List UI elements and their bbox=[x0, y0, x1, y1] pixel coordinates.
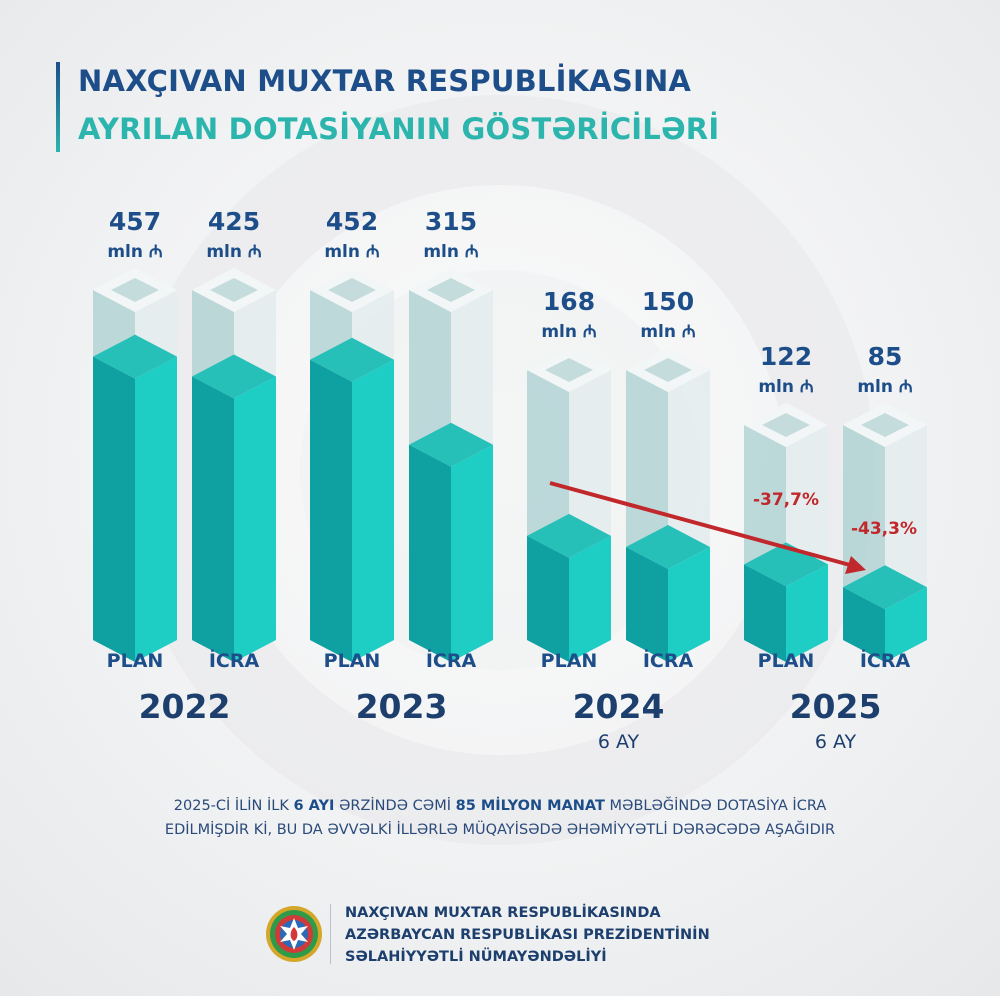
bar-2024-plan bbox=[527, 348, 611, 662]
bar-2025-i̇cra bbox=[843, 403, 927, 662]
series-label: İCRA bbox=[643, 648, 694, 672]
unit-label: mln ₼ bbox=[640, 322, 695, 342]
change-annotation: -37,7% bbox=[753, 490, 819, 510]
trend-arrow-head-icon bbox=[845, 556, 866, 574]
bar-fill-left bbox=[744, 564, 786, 662]
bar-ghost-opening bbox=[861, 413, 909, 437]
footer-line-1: NAXÇIVAN MUXTAR RESPUBLİKASINDA bbox=[345, 905, 661, 921]
bar-fill-top bbox=[310, 337, 394, 382]
bar-fill-right bbox=[352, 359, 394, 662]
bar-fill-right bbox=[234, 376, 276, 662]
bar-ghost-opening bbox=[427, 278, 475, 302]
bar-2025-plan bbox=[744, 403, 828, 662]
unit-label: mln ₼ bbox=[758, 377, 813, 397]
summary-text: 2025-Cİ İLİN İLK bbox=[173, 798, 294, 814]
value-label: 315 bbox=[425, 207, 477, 236]
series-label: PLAN bbox=[324, 650, 381, 672]
bar-fill-right bbox=[885, 587, 927, 662]
bar-2022-i̇cra bbox=[192, 268, 276, 662]
series-label: İCRA bbox=[860, 648, 911, 672]
year-label: 2022 bbox=[139, 687, 231, 726]
bar-fill-left bbox=[409, 444, 451, 662]
bar-2023-plan bbox=[310, 268, 394, 662]
footer-org-name: NAXÇIVAN MUXTAR RESPUBLİKASINDA AZƏRBAYC… bbox=[345, 902, 710, 968]
bar-fill-left bbox=[843, 587, 885, 662]
bar-fill-right bbox=[451, 444, 493, 662]
year-label: 2024 bbox=[573, 687, 665, 726]
bar-2024-i̇cra bbox=[626, 348, 710, 662]
year-label: 2023 bbox=[356, 687, 448, 726]
value-label: 150 bbox=[642, 287, 694, 316]
bar-fill-left bbox=[93, 356, 135, 662]
title-line-1: NAXÇIVAN MUXTAR RESPUBLİKASINA bbox=[78, 64, 692, 98]
bar-fill-left bbox=[527, 535, 569, 662]
bar-fill-left bbox=[192, 376, 234, 662]
bar-fill-top bbox=[843, 565, 927, 610]
summary-text: MƏBLƏĞİNDƏ DOTASİYA İCRA bbox=[604, 798, 827, 814]
value-label: 425 bbox=[208, 207, 260, 236]
bar-2023-i̇cra bbox=[409, 268, 493, 662]
summary-bold-amount: 85 MİLYON MANAT bbox=[455, 798, 605, 814]
bar-fill-top bbox=[409, 422, 493, 467]
bar-fill-top bbox=[527, 513, 611, 558]
summary-text-line2: EDİLMİŞDİR Kİ, BU DA ƏVVƏLKİ İLLƏRLƏ MÜQ… bbox=[164, 822, 836, 838]
bar-2022-plan bbox=[93, 268, 177, 662]
unit-label: mln ₼ bbox=[423, 242, 478, 262]
bar-fill-right bbox=[569, 535, 611, 662]
value-label: 122 bbox=[760, 342, 812, 371]
bar-fill-right bbox=[668, 547, 710, 662]
value-label: 168 bbox=[543, 287, 595, 316]
unit-label: mln ₼ bbox=[324, 242, 379, 262]
bar-fill-top bbox=[93, 334, 177, 379]
bar-fill-top bbox=[626, 525, 710, 569]
series-label: PLAN bbox=[541, 650, 598, 672]
value-label: 85 bbox=[868, 342, 903, 371]
bar-ghost-opening bbox=[545, 358, 593, 382]
footer-line-2: AZƏRBAYCAN RESPUBLİKASI PREZİDENTİNİN bbox=[345, 927, 710, 943]
trend-arrow-line bbox=[549, 481, 851, 567]
bar-fill-left bbox=[310, 359, 352, 662]
summary-bold-period: 6 AYI bbox=[293, 798, 335, 814]
series-label: İCRA bbox=[426, 648, 477, 672]
period-label: 6 AY bbox=[598, 731, 640, 753]
bar-fill-top bbox=[192, 354, 276, 399]
title-line-2: AYRILAN DOTASİYANIN GÖSTƏRİCİLƏRİ bbox=[78, 112, 720, 146]
summary-text: ƏRZİNDƏ CƏMİ bbox=[334, 798, 456, 814]
bar-fill-right bbox=[786, 564, 828, 662]
bar-ghost-opening bbox=[210, 278, 258, 302]
value-label: 452 bbox=[326, 207, 378, 236]
series-label: PLAN bbox=[758, 650, 815, 672]
series-label: PLAN bbox=[107, 650, 164, 672]
value-label: 457 bbox=[109, 207, 161, 236]
bar-ghost-opening bbox=[111, 278, 159, 302]
bar-fill-left bbox=[626, 547, 668, 662]
unit-label: mln ₼ bbox=[541, 322, 596, 342]
unit-label: mln ₼ bbox=[857, 377, 912, 397]
footer-divider bbox=[330, 904, 331, 964]
unit-label: mln ₼ bbox=[206, 242, 261, 262]
unit-label: mln ₼ bbox=[107, 242, 162, 262]
title-accent-bar bbox=[56, 62, 60, 152]
change-annotation: -43,3% bbox=[851, 519, 917, 539]
summary-paragraph: 2025-Cİ İLİN İLK 6 AYI ƏRZİNDƏ CƏMİ 85 M… bbox=[0, 794, 1000, 842]
period-label: 6 AY bbox=[815, 731, 857, 753]
bar-ghost-opening bbox=[762, 413, 810, 437]
footer-line-3: SƏLAHİYYƏTLİ NÜMAYƏNDƏLİYİ bbox=[345, 949, 607, 965]
bar-ghost-opening bbox=[644, 358, 692, 382]
series-label: İCRA bbox=[209, 648, 260, 672]
year-label: 2025 bbox=[790, 687, 882, 726]
bar-ghost-opening bbox=[328, 278, 376, 302]
bar-fill-right bbox=[135, 356, 177, 662]
